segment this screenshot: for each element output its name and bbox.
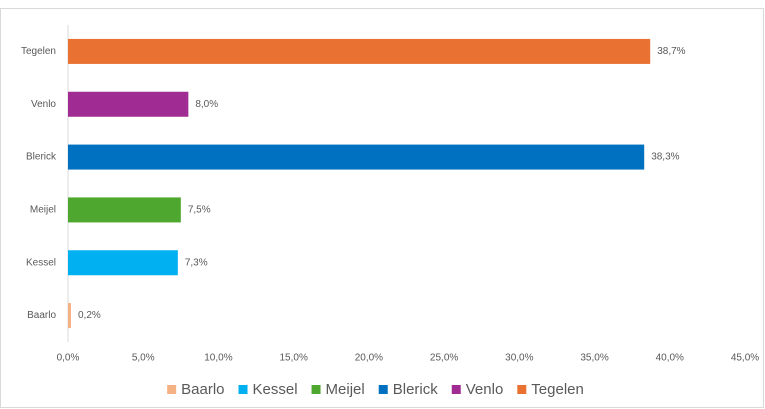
bar	[68, 303, 72, 329]
legend-swatch	[378, 385, 388, 394]
legend-label: Kessel	[253, 381, 298, 398]
x-tick-label: 35,0%	[580, 353, 608, 364]
data-label: 0,2%	[78, 310, 101, 321]
legend-swatch	[167, 385, 177, 394]
legend-label: Tegelen	[531, 381, 584, 398]
x-tick-label: 5,0%	[132, 353, 155, 364]
y-tick-label: Kessel	[26, 257, 56, 268]
y-tick-label: Meijel	[30, 205, 56, 216]
y-tick-label: Tegelen	[21, 46, 56, 57]
legend-swatch	[517, 385, 527, 394]
x-tick-label: 25,0%	[430, 353, 458, 364]
x-tick-label: 30,0%	[505, 353, 533, 364]
legend-swatch	[451, 385, 461, 394]
legend-label: Venlo	[466, 381, 504, 398]
y-tick-label: Blerick	[26, 152, 57, 163]
legend-label: Meijel	[326, 381, 365, 398]
x-tick-label: 45,0%	[731, 353, 759, 364]
x-tick-label: 15,0%	[279, 353, 307, 364]
bar	[68, 144, 645, 170]
bar	[68, 250, 178, 276]
bar	[68, 91, 189, 117]
legend-label: Blerick	[393, 381, 439, 398]
data-label: 38,3%	[651, 152, 679, 163]
x-tick-label: 20,0%	[355, 353, 383, 364]
data-label: 7,3%	[185, 257, 208, 268]
data-label: 8,0%	[195, 99, 218, 110]
x-tick-label: 40,0%	[656, 353, 684, 364]
bar	[68, 197, 181, 223]
y-tick-label: Baarlo	[27, 310, 56, 321]
legend-swatch	[238, 385, 248, 394]
legend-swatch	[311, 385, 321, 394]
data-label: 7,5%	[188, 205, 211, 216]
x-tick-label: 0,0%	[57, 353, 80, 364]
y-tick-label: Venlo	[31, 99, 56, 110]
legend-label: Baarlo	[181, 381, 224, 398]
data-label: 38,7%	[657, 46, 685, 57]
bar	[68, 38, 651, 64]
x-tick-label: 10,0%	[204, 353, 232, 364]
